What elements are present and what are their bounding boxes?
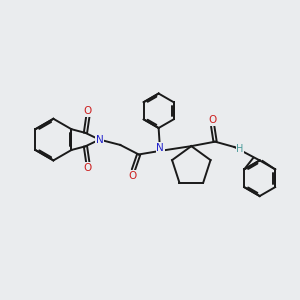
Text: N: N [156,143,164,153]
Text: O: O [84,106,92,116]
Text: O: O [128,171,136,181]
Text: N: N [96,135,103,145]
Text: O: O [208,115,217,125]
Text: H: H [236,143,243,154]
Text: O: O [84,163,92,173]
